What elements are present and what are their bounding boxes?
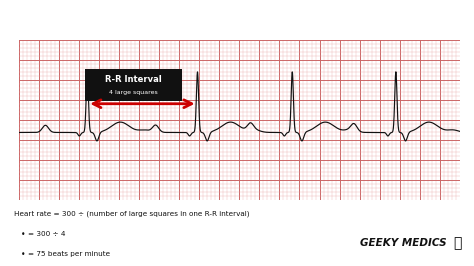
Text: R-R Interval: R-R Interval: [105, 75, 162, 84]
Text: Heart rate = 300 ÷ (number of large squares in one R-R interval): Heart rate = 300 ÷ (number of large squa…: [14, 211, 250, 217]
Text: •: •: [21, 230, 26, 239]
Text: = 300 ÷ 4: = 300 ÷ 4: [28, 231, 66, 237]
FancyBboxPatch shape: [85, 69, 182, 101]
Text: 4 large squares: 4 large squares: [109, 90, 158, 95]
Text: 🧠: 🧠: [453, 236, 462, 250]
Text: = 75 beats per minute: = 75 beats per minute: [28, 251, 110, 257]
Text: •: •: [21, 250, 26, 259]
Text: Calculating Heart Rate ⏱: Calculating Heart Rate ⏱: [146, 12, 328, 25]
Text: GEEKY MEDICS: GEEKY MEDICS: [360, 238, 447, 248]
